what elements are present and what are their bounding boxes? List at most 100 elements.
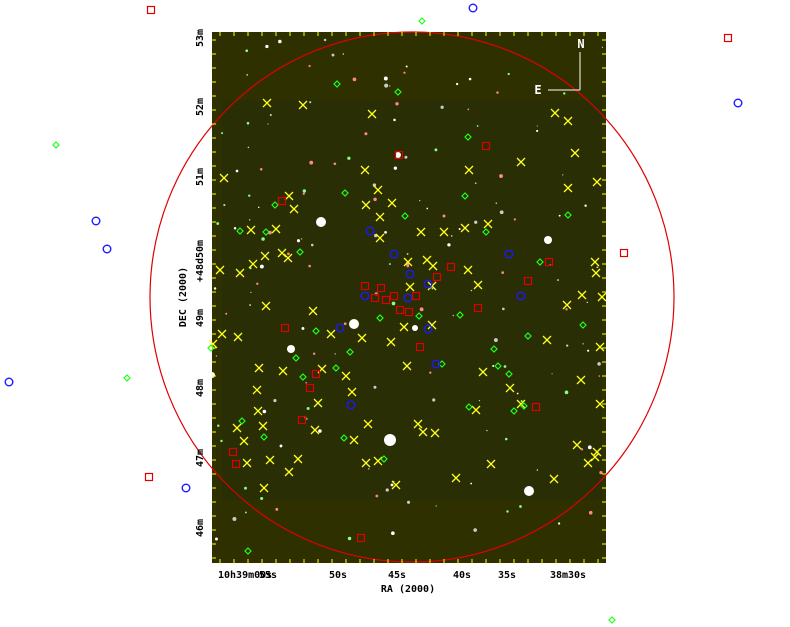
star xyxy=(455,82,459,86)
yellow-x-marker xyxy=(313,398,323,408)
star xyxy=(435,505,437,507)
yellow-x-marker xyxy=(403,257,413,267)
star xyxy=(323,38,327,42)
bright-star xyxy=(316,217,326,227)
blue-circle-marker xyxy=(389,249,399,259)
star xyxy=(566,344,569,347)
y-tick-label: 46m xyxy=(195,519,206,537)
star xyxy=(308,64,311,68)
bright-star xyxy=(544,236,552,244)
star xyxy=(368,468,370,470)
star xyxy=(496,91,499,94)
red-square-marker xyxy=(311,369,321,379)
star xyxy=(596,266,599,269)
green-diamond-marker xyxy=(394,88,402,96)
yellow-x-marker xyxy=(217,329,227,339)
yellow-x-marker xyxy=(233,332,243,342)
green-diamond-marker xyxy=(292,354,300,362)
x-tick-label: 50s xyxy=(329,570,347,581)
yellow-x-marker xyxy=(387,198,397,208)
star xyxy=(495,202,497,204)
yellow-x-marker xyxy=(451,473,461,483)
green-diamond-marker xyxy=(260,433,268,441)
star xyxy=(347,536,352,541)
y-tick-label: +48d50m xyxy=(195,240,206,282)
yellow-x-marker xyxy=(232,423,242,433)
star xyxy=(215,355,218,357)
yellow-x-marker xyxy=(253,406,263,416)
star xyxy=(586,301,588,304)
yellow-x-marker xyxy=(265,455,275,465)
blue-circle-marker xyxy=(405,269,415,279)
star xyxy=(393,166,398,170)
yellow-x-marker xyxy=(349,435,359,445)
star xyxy=(468,77,472,81)
red-square-marker xyxy=(228,447,238,457)
yellow-x-marker xyxy=(283,253,293,263)
blue-circle-marker xyxy=(504,249,514,259)
star xyxy=(470,289,473,292)
star xyxy=(432,398,436,402)
star xyxy=(393,118,396,122)
star xyxy=(373,197,377,202)
yellow-x-marker xyxy=(386,337,396,347)
star xyxy=(249,304,252,306)
star xyxy=(516,392,519,395)
green-diamond-marker xyxy=(401,212,409,220)
star xyxy=(405,65,408,68)
star xyxy=(347,156,351,160)
star xyxy=(306,418,308,420)
yellow-x-marker xyxy=(298,100,308,110)
star xyxy=(260,496,264,501)
yellow-x-marker xyxy=(427,320,437,330)
yellow-x-marker xyxy=(289,204,299,214)
yellow-x-marker xyxy=(284,191,294,201)
yellow-x-marker xyxy=(463,265,473,275)
star xyxy=(352,77,357,82)
star xyxy=(373,385,377,389)
yellow-x-marker xyxy=(208,339,218,349)
yellow-x-marker xyxy=(375,233,385,243)
green-diamond-marker xyxy=(464,133,472,141)
red-square-marker xyxy=(415,342,425,352)
field-circle xyxy=(149,31,675,563)
y-axis-label: DEC (2000) xyxy=(178,267,189,327)
green-diamond-marker xyxy=(312,327,320,335)
blue-circle-marker xyxy=(423,279,433,289)
red-square-marker xyxy=(544,257,554,267)
star xyxy=(551,373,553,375)
star xyxy=(403,71,406,74)
star xyxy=(536,125,538,127)
star xyxy=(250,291,252,293)
star xyxy=(309,160,314,165)
star xyxy=(257,206,260,209)
yellow-x-marker xyxy=(399,322,409,332)
yellow-x-marker xyxy=(576,375,586,385)
star xyxy=(467,108,470,111)
green-diamond-marker xyxy=(376,314,384,322)
yellow-x-marker xyxy=(505,383,515,393)
yellow-x-marker xyxy=(418,427,428,437)
star xyxy=(406,264,410,268)
star xyxy=(385,488,389,492)
red-square-marker xyxy=(531,402,541,412)
green-diamond-marker xyxy=(418,17,426,25)
star xyxy=(513,218,516,221)
blue-circle-marker xyxy=(403,293,413,303)
star xyxy=(451,235,453,237)
green-diamond-marker xyxy=(238,417,246,425)
star xyxy=(557,279,559,281)
yellow-x-marker xyxy=(246,225,256,235)
yellow-x-marker xyxy=(347,387,357,397)
star xyxy=(486,429,488,432)
blue-circle-marker xyxy=(346,400,356,410)
star xyxy=(278,39,282,44)
green-diamond-marker xyxy=(380,455,388,463)
yellow-x-marker xyxy=(570,148,580,158)
yellow-x-marker xyxy=(562,300,572,310)
x-tick-label: 45s xyxy=(388,570,406,581)
red-square-marker xyxy=(389,291,399,301)
green-diamond-marker xyxy=(271,201,279,209)
red-square-marker xyxy=(411,291,421,301)
blue-circle-marker xyxy=(335,323,345,333)
